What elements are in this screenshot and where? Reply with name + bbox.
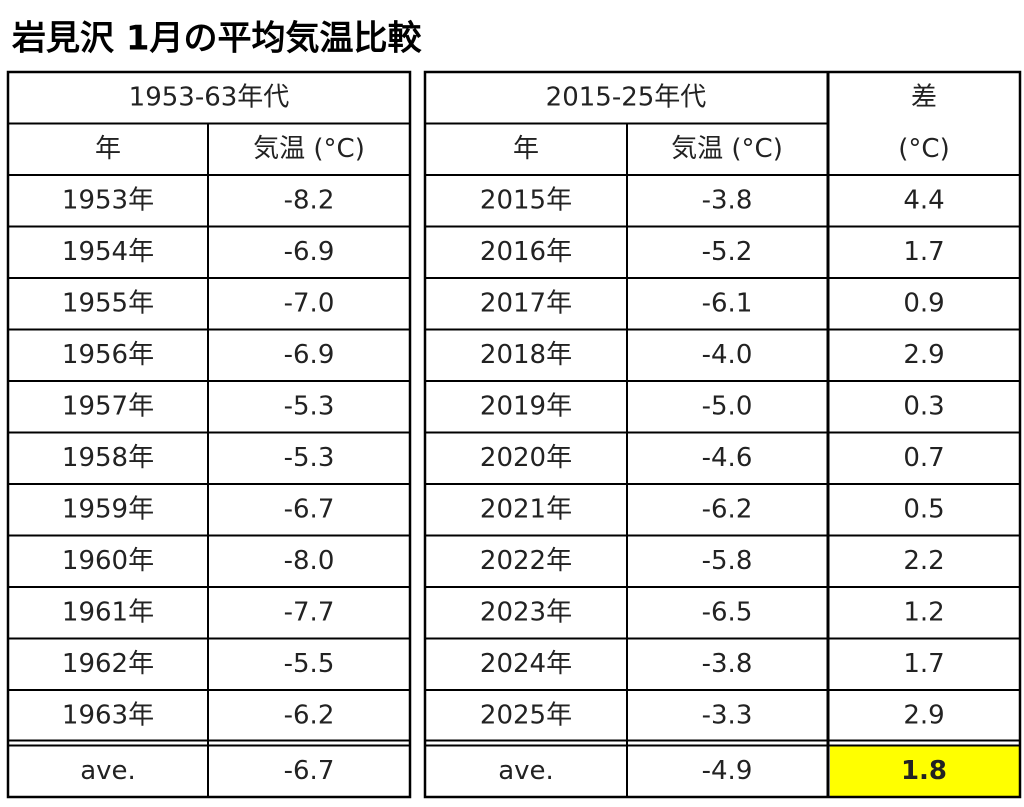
table-cell: 0.7 [903, 443, 944, 473]
group-header: 2015-25年代 [546, 82, 707, 112]
table-cell: -5.3 [284, 443, 335, 473]
table-cell: 1954年 [62, 237, 154, 267]
sub-header: 年 [513, 134, 539, 164]
average-cell: -4.9 [702, 756, 753, 786]
group-header: 1953-63年代 [129, 82, 290, 112]
table-cell: 1.7 [903, 237, 944, 267]
average-cell: ave. [498, 756, 554, 786]
table-cell: -6.5 [702, 597, 753, 627]
table-cell: 1956年 [62, 340, 154, 370]
table-cell: -6.9 [284, 340, 335, 370]
table-cell: -5.2 [702, 237, 753, 267]
table-cell: 2018年 [480, 340, 572, 370]
table-cell: -6.7 [284, 494, 335, 524]
highlight-cell [830, 746, 1019, 797]
table-cell: 2019年 [480, 391, 572, 421]
table-cell: -3.3 [702, 700, 753, 730]
sub-header: 気温 (°C) [253, 134, 365, 164]
table-cell: 1955年 [62, 288, 154, 318]
sub-header: 気温 (°C) [671, 134, 783, 164]
group-header: 差 [911, 82, 937, 112]
average-cell: -6.7 [284, 756, 335, 786]
table-cell: 0.9 [903, 288, 944, 318]
table-cell: -5.5 [284, 649, 335, 679]
table-cell: 1.2 [903, 597, 944, 627]
table-cell: 2022年 [480, 546, 572, 576]
table-cell: -4.6 [702, 443, 753, 473]
table-cell: 2024年 [480, 649, 572, 679]
table-cell: 1960年 [62, 546, 154, 576]
average-cell: 1.8 [901, 756, 947, 786]
table-border [423, 70, 1022, 799]
table-cell: -7.0 [284, 288, 335, 318]
average-cell: ave. [80, 756, 136, 786]
table-cell: -5.3 [284, 391, 335, 421]
table-cell: 1953年 [62, 185, 154, 215]
table-cell: -5.0 [702, 391, 753, 421]
table-cell: -6.9 [284, 237, 335, 267]
table-cell: 2017年 [480, 288, 572, 318]
table-cell: 2.2 [903, 546, 944, 576]
table-cell: -6.1 [702, 288, 753, 318]
table-cell: -5.8 [702, 546, 753, 576]
table-cell: 1962年 [62, 649, 154, 679]
page-title: 岩見沢 1月の平均気温比較 [11, 19, 422, 59]
table-cell: 1963年 [62, 700, 154, 730]
table-cell: 1957年 [62, 391, 154, 421]
table-cell: 4.4 [903, 185, 944, 215]
table-cell: 1.7 [903, 649, 944, 679]
table-cell: 0.3 [903, 391, 944, 421]
table-cell: 2020年 [480, 443, 572, 473]
table-cell: 2016年 [480, 237, 572, 267]
table-cell: -8.0 [284, 546, 335, 576]
table-cell: 1961年 [62, 597, 154, 627]
table-cell: 2015年 [480, 185, 572, 215]
table-cell: 2021年 [480, 494, 572, 524]
table-cell: -6.2 [702, 494, 753, 524]
table-cell: -7.7 [284, 597, 335, 627]
sub-header: (°C) [898, 134, 949, 164]
table-cell: -3.8 [702, 649, 753, 679]
table-cell: 1958年 [62, 443, 154, 473]
table-cell: 2.9 [903, 700, 944, 730]
table-cell: 1959年 [62, 494, 154, 524]
table-cell: -6.2 [284, 700, 335, 730]
table-cell: 2025年 [480, 700, 572, 730]
table-cell: 2023年 [480, 597, 572, 627]
table-cell: -3.8 [702, 185, 753, 215]
table-cell: -4.0 [702, 340, 753, 370]
table-cell: 0.5 [903, 494, 944, 524]
table-cell: -8.2 [284, 185, 335, 215]
table-cell: 2.9 [903, 340, 944, 370]
sub-header: 年 [95, 134, 121, 164]
